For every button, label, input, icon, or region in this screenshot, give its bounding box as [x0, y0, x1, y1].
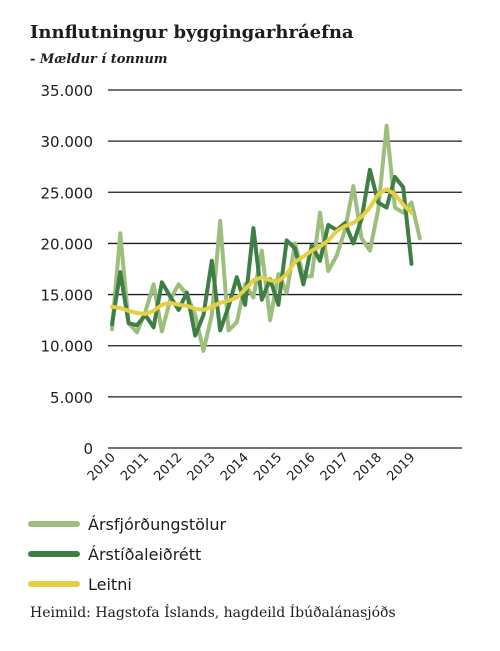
x-tick-label: 2012	[151, 450, 185, 484]
legend-swatch-seasonal	[28, 551, 80, 557]
y-tick-label: 0	[83, 440, 93, 458]
chart-subtitle: - Mældur í tonnum	[30, 52, 168, 67]
x-axis-tick-labels: 2010 2011 2012 2013 2014 2015 2016 2017 2018 2019	[85, 450, 419, 484]
legend-item-seasonal: Árstíðaleiðrétt	[28, 540, 328, 568]
grid-lines	[108, 89, 462, 449]
x-tick-label: 2016	[285, 450, 319, 484]
x-tick-label: 2018	[351, 450, 385, 484]
y-tick-label: 20.000	[41, 235, 94, 253]
x-tick-label: 2015	[251, 450, 285, 484]
y-axis-tick-labels: 0 5.000 10.000 15.000 20.000 25.000 30.000 35.0…	[41, 82, 94, 458]
legend-label-trend: Leitni	[88, 574, 132, 594]
series-lines	[110, 123, 422, 353]
source-note: Heimild: Hagstofa Íslands, hagdeild Íbúð…	[30, 605, 396, 621]
legend-label-seasonal: Árstíðaleiðrétt	[88, 544, 202, 564]
x-tick-label: 2011	[118, 450, 152, 484]
line-chart: 0 5.000 10.000 15.000 20.000 25.000 30.000 35.0…	[41, 82, 462, 484]
legend-swatch-quarterly	[28, 521, 80, 527]
y-tick-label: 30.000	[41, 133, 94, 151]
series-line-3	[110, 187, 414, 316]
series-line-1	[110, 123, 422, 353]
y-tick-label: 5.000	[50, 389, 93, 407]
x-tick-label: 2014	[218, 450, 252, 484]
y-tick-label: 35.000	[41, 82, 94, 100]
legend-swatch-trend	[28, 581, 80, 587]
y-tick-label: 25.000	[41, 184, 94, 202]
y-tick-label: 10.000	[41, 338, 94, 356]
legend-label-quarterly: Ársfjórðungstölur	[88, 514, 227, 534]
y-tick-label: 15.000	[41, 287, 94, 305]
legend-item-quarterly: Ársfjórðungstölur	[28, 510, 328, 538]
chart-title: Innflutningur byggingarhráefna	[30, 22, 354, 43]
x-tick-label: 2013	[185, 450, 219, 484]
x-tick-label: 2019	[384, 450, 418, 484]
x-tick-label: 2017	[318, 450, 352, 484]
legend-item-trend: Leitni	[28, 570, 328, 598]
